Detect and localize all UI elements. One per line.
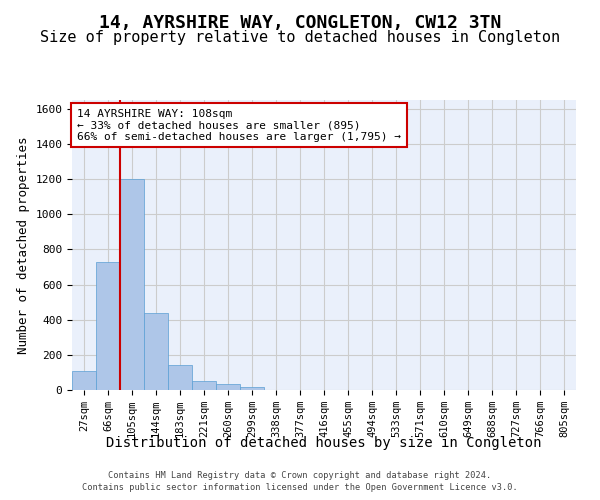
Bar <box>120 179 144 390</box>
Text: Contains HM Land Registry data © Crown copyright and database right 2024.: Contains HM Land Registry data © Crown c… <box>109 472 491 480</box>
Bar <box>96 262 120 390</box>
Text: Size of property relative to detached houses in Congleton: Size of property relative to detached ho… <box>40 30 560 45</box>
Text: Distribution of detached houses by size in Congleton: Distribution of detached houses by size … <box>106 436 542 450</box>
Bar <box>240 387 264 390</box>
Text: 14, AYRSHIRE WAY, CONGLETON, CW12 3TN: 14, AYRSHIRE WAY, CONGLETON, CW12 3TN <box>99 14 501 32</box>
Text: Contains public sector information licensed under the Open Government Licence v3: Contains public sector information licen… <box>82 483 518 492</box>
Bar <box>168 366 192 390</box>
Bar <box>144 312 168 390</box>
Bar <box>192 381 216 390</box>
Bar <box>72 371 96 390</box>
Text: 14 AYRSHIRE WAY: 108sqm
← 33% of detached houses are smaller (895)
66% of semi-d: 14 AYRSHIRE WAY: 108sqm ← 33% of detache… <box>77 108 401 142</box>
Bar <box>216 384 240 390</box>
Y-axis label: Number of detached properties: Number of detached properties <box>17 136 30 354</box>
